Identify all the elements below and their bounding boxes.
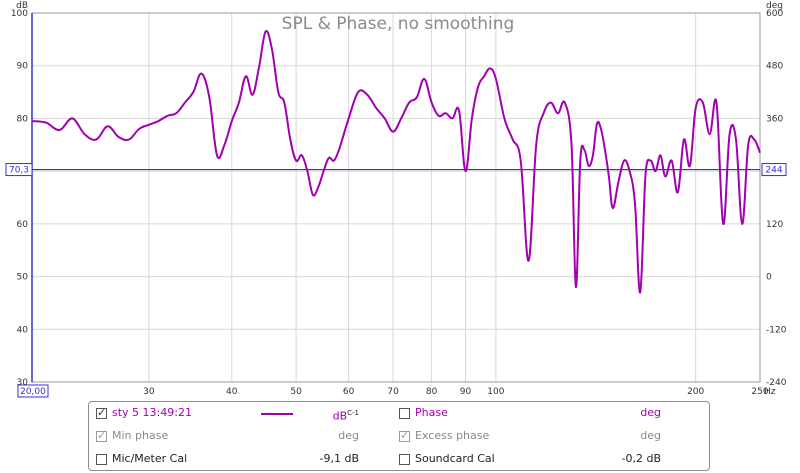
mic-cal-value: -9,1 dB xyxy=(319,452,360,465)
x-tick-label: 30 xyxy=(143,387,155,397)
y-tick-label: 50 xyxy=(17,273,29,283)
x-tick-label: 40 xyxy=(226,387,238,397)
series-label: sty 5 13:49:21 xyxy=(112,406,192,419)
y-tick-label: 80 xyxy=(17,114,29,124)
series-checkbox[interactable] xyxy=(96,406,107,419)
y-right-tick-label: -120 xyxy=(766,325,787,335)
x-tick-label: 60 xyxy=(343,387,355,397)
cursor-right-box xyxy=(761,163,787,177)
grid xyxy=(32,12,760,383)
x-tick-label: 80 xyxy=(426,387,438,397)
y-right-tick-label: -240 xyxy=(766,378,787,388)
x-tick-label: 250 xyxy=(751,387,768,397)
y-right-axis-label: deg xyxy=(766,1,783,11)
soundcard-cal-checkbox[interactable] xyxy=(399,454,410,465)
cursor-left-value: 70,3 xyxy=(9,166,29,176)
soundcard-cal-label: Soundcard Cal xyxy=(415,452,495,465)
y-tick-label: 40 xyxy=(17,325,29,335)
y-right-tick-label: 0 xyxy=(766,273,772,283)
excess-phase-label: Excess phase xyxy=(415,429,490,442)
y-tick-label: 60 xyxy=(17,220,29,230)
x-tick-label: 70 xyxy=(387,387,399,397)
y-right-tick-label: 120 xyxy=(766,220,783,230)
min-phase-checkbox[interactable] xyxy=(96,429,107,442)
y-tick-label: 100 xyxy=(11,9,28,19)
y-tick-label: 90 xyxy=(17,62,29,72)
x-tick-label: 200 xyxy=(687,387,704,397)
excess-phase-unit: deg xyxy=(640,429,661,442)
cursor-left-box xyxy=(5,163,33,177)
series-line-0 xyxy=(31,29,761,294)
plot-frame xyxy=(31,12,761,383)
axes: 30 40 50 60 70 80 90 100 -240 -120 0 120 360 480 600 dB… xyxy=(11,1,787,398)
series-line-swatch xyxy=(261,413,293,415)
chart-title: SPL & Phase, no smoothing xyxy=(282,14,515,34)
x-axis-label: Hz xyxy=(764,387,776,397)
y-right-tick-label: 600 xyxy=(766,9,783,19)
legend-panel: sty 5 13:49:21 dBC-1 Phase deg Min phase… xyxy=(88,401,710,471)
mic-cal-label: Mic/Meter Cal xyxy=(112,452,188,465)
x-tick-label: 100 xyxy=(487,387,504,397)
series-layer xyxy=(31,29,761,294)
phase-label: Phase xyxy=(415,406,448,419)
series-unit: dBC-1 xyxy=(332,409,359,423)
x-tick-label: 90 xyxy=(460,387,472,397)
x-tick-label: 50 xyxy=(290,387,302,397)
y-right-tick-label: 480 xyxy=(766,62,783,72)
excess-phase-checkbox[interactable] xyxy=(399,429,410,442)
min-phase-unit: deg xyxy=(338,429,359,442)
cursor-right-value: 244 xyxy=(765,166,782,176)
x-start-label: 20,00 xyxy=(20,387,46,397)
min-phase-label: Min phase xyxy=(112,429,169,442)
phase-checkbox[interactable] xyxy=(399,408,410,419)
cursor-layer: 70,3 244 xyxy=(5,163,787,177)
spl-phase-chart[interactable]: 30 40 50 60 70 80 90 100 -240 -120 0 120 360 480 600 dB… xyxy=(0,0,800,400)
phase-unit: deg xyxy=(640,406,661,419)
soundcard-cal-value: -0,2 dB xyxy=(621,452,662,465)
y-tick-label: 30 xyxy=(17,378,29,388)
x-start-box xyxy=(17,384,49,398)
y-right-tick-label: 360 xyxy=(766,114,783,124)
mic-cal-checkbox[interactable] xyxy=(96,454,107,465)
y-axis-label: dB xyxy=(16,1,28,11)
